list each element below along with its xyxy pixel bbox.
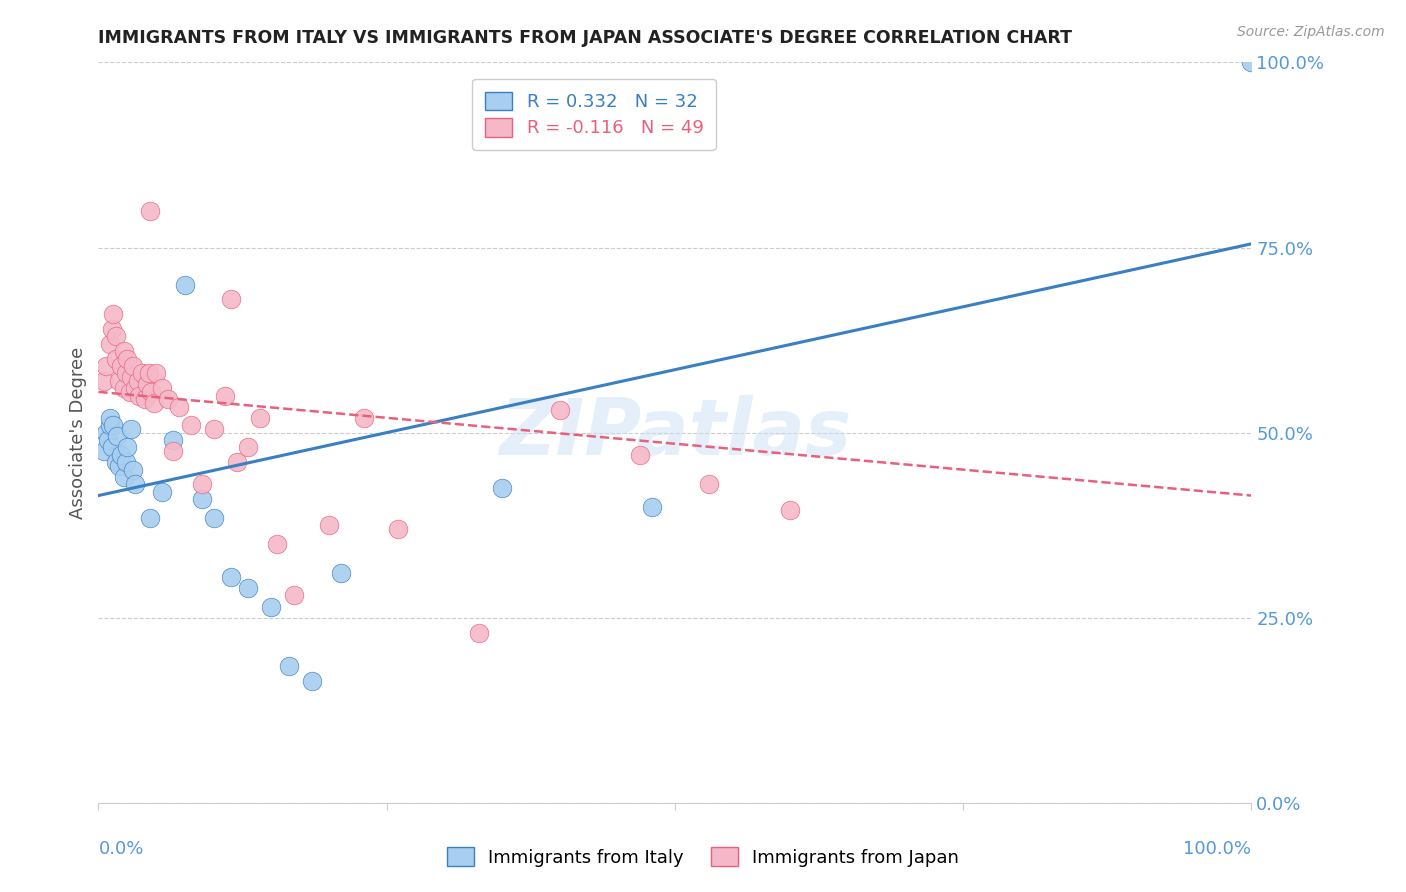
Point [266, 536, 288, 550]
Point [225, 455, 247, 469]
Point [238, 441, 260, 455]
Point [117, 351, 139, 366]
Point [108, 458, 131, 473]
Text: 100.0%: 100.0% [1184, 840, 1251, 858]
Point [110, 448, 132, 462]
Point [162, 444, 184, 458]
Point [219, 293, 242, 307]
Point [174, 277, 197, 292]
Point [156, 392, 179, 407]
Point [104, 455, 127, 469]
Point [138, 367, 160, 381]
Point [134, 392, 156, 407]
Legend: R = 0.332   N = 32, R = -0.116   N = 49: R = 0.332 N = 32, R = -0.116 N = 49 [472, 78, 716, 150]
Point [131, 367, 153, 381]
Text: IMMIGRANTS FROM ITALY VS IMMIGRANTS FROM JAPAN ASSOCIATE'S DEGREE CORRELATION CH: IMMIGRANTS FROM ITALY VS IMMIGRANTS FROM… [98, 29, 1073, 47]
Point [101, 441, 124, 455]
Point [96, 425, 118, 440]
Point [103, 307, 125, 321]
Point [98, 418, 121, 433]
Point [180, 418, 202, 433]
Text: ZIPatlas: ZIPatlas [499, 394, 851, 471]
Point [101, 322, 124, 336]
Point [120, 370, 142, 384]
Point [548, 403, 571, 417]
Point [142, 396, 165, 410]
Point [135, 377, 157, 392]
Point [260, 599, 283, 614]
Text: 0.0%: 0.0% [98, 840, 143, 858]
Point [387, 522, 409, 536]
Point [124, 381, 146, 395]
Point [103, 418, 125, 433]
Point [191, 477, 214, 491]
Point [219, 570, 242, 584]
Point [202, 422, 225, 436]
Point [779, 503, 801, 517]
Point [110, 359, 132, 373]
Point [699, 477, 721, 491]
Point [329, 566, 352, 581]
Point [353, 410, 375, 425]
Point [202, 510, 225, 524]
Point [98, 336, 121, 351]
Point [122, 462, 145, 476]
Legend: Immigrants from Italy, Immigrants from Japan: Immigrants from Italy, Immigrants from J… [437, 838, 969, 876]
Point [117, 441, 139, 455]
Point [145, 367, 167, 381]
Point [468, 625, 491, 640]
Point [98, 410, 121, 425]
Point [120, 422, 142, 436]
Point [150, 484, 173, 499]
Point [1240, 55, 1263, 70]
Point [249, 410, 271, 425]
Point [93, 444, 115, 458]
Point [641, 500, 664, 514]
Point [104, 329, 127, 343]
Point [318, 518, 340, 533]
Point [127, 374, 149, 388]
Point [112, 344, 135, 359]
Point [628, 448, 651, 462]
Point [122, 359, 145, 373]
Point [301, 673, 323, 688]
Point [214, 388, 236, 402]
Point [191, 492, 214, 507]
Point [108, 374, 131, 388]
Point [150, 381, 173, 395]
Point [93, 374, 115, 388]
Point [139, 510, 162, 524]
Point [283, 589, 305, 603]
Point [162, 433, 184, 447]
Point [115, 455, 138, 469]
Point [96, 359, 118, 373]
Point [124, 477, 146, 491]
Point [141, 384, 163, 399]
Point [238, 581, 260, 595]
Point [128, 388, 150, 402]
Point [277, 658, 299, 673]
Point [167, 400, 190, 414]
Point [105, 429, 128, 443]
Point [118, 384, 141, 399]
Point [139, 203, 162, 218]
Point [112, 381, 135, 395]
Point [115, 367, 138, 381]
Point [97, 433, 120, 447]
Text: Source: ZipAtlas.com: Source: ZipAtlas.com [1237, 25, 1385, 39]
Point [104, 351, 127, 366]
Point [491, 481, 513, 495]
Y-axis label: Associate's Degree: Associate's Degree [69, 346, 87, 519]
Point [112, 470, 135, 484]
